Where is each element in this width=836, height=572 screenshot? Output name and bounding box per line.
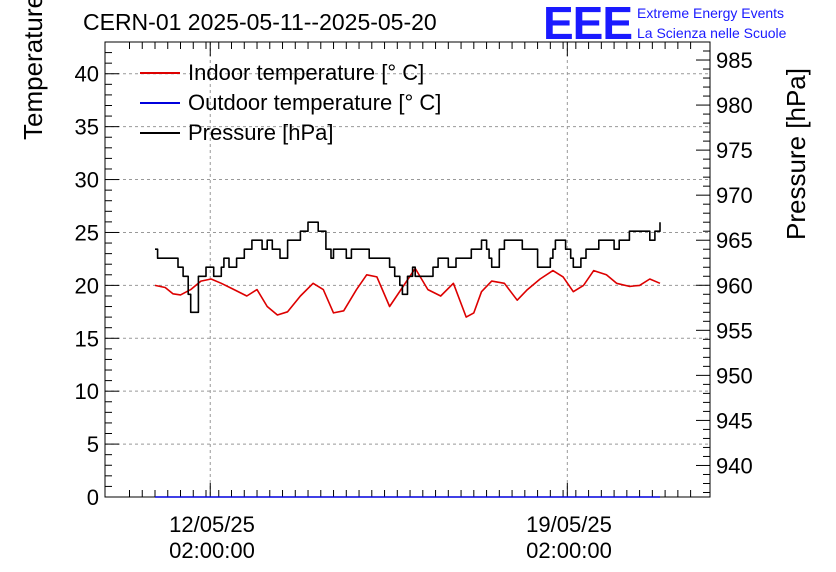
y-tick-label-5: 5 — [87, 432, 99, 457]
legend-label-indoor: Indoor temperature [° C] — [188, 60, 425, 85]
y-tick-label-25: 25 — [75, 220, 99, 245]
y-tick-label-35: 35 — [75, 115, 99, 140]
y2-tick-label-985: 985 — [716, 48, 753, 73]
y2-tick-label-950: 950 — [716, 363, 753, 388]
x-tick-label-1: 12/05/25 02:00:00 — [132, 512, 292, 564]
legend-entry-outdoor: Outdoor temperature [° C] — [140, 90, 441, 116]
y-tick-label-20: 20 — [75, 273, 99, 298]
y-axis-title-left: Temperature [° C] — [18, 0, 48, 140]
y2-tick-label-975: 975 — [716, 138, 753, 163]
x-tick-label-2: 19/05/25 02:00:00 — [489, 512, 649, 564]
logo-line-2: La Scienza nelle Scuole — [637, 25, 787, 41]
y2-tick-label-970: 970 — [716, 183, 753, 208]
x-tick-label-2-time: 02:00:00 — [526, 538, 612, 563]
y-tick-label-0: 0 — [87, 485, 99, 510]
legend-swatch-outdoor — [140, 102, 180, 104]
logo-line-1: Extreme Energy Events — [637, 5, 785, 21]
legend-entry-indoor: Indoor temperature [° C] — [140, 60, 424, 86]
legend-entry-pressure: Pressure [hPa] — [140, 120, 334, 146]
y-axis-title-right: Pressure [hPa] — [781, 68, 811, 240]
x-tick-label-1-time: 02:00:00 — [169, 538, 255, 563]
y-tick-label-40: 40 — [75, 62, 99, 87]
y2-tick-label-940: 940 — [716, 453, 753, 478]
x-tick-label-2-date: 19/05/25 — [526, 512, 612, 537]
eee-logo: EEE — [543, 0, 633, 49]
series-pressure — [155, 221, 661, 314]
axes: 0 5 10 15 20 25 30 35 40 940 945 950 955 960 965 970 975… — [75, 41, 753, 510]
legend-swatch-indoor — [140, 72, 180, 74]
y2-tick-label-960: 960 — [716, 273, 753, 298]
x-tick-label-1-date: 12/05/25 — [169, 512, 255, 537]
legend-label-pressure: Pressure [hPa] — [188, 120, 334, 145]
y2-tick-label-980: 980 — [716, 93, 753, 118]
y-tick-label-15: 15 — [75, 326, 99, 351]
series-group — [154, 221, 661, 498]
chart-title: CERN-01 2025-05-11--2025-05-20 — [83, 9, 437, 35]
y2-tick-label-965: 965 — [716, 228, 753, 253]
legend-swatch-pressure — [140, 132, 180, 134]
y-tick-label-10: 10 — [75, 379, 99, 404]
y2-tick-label-955: 955 — [716, 318, 753, 343]
y2-tick-label-945: 945 — [716, 408, 753, 433]
legend-label-outdoor: Outdoor temperature [° C] — [188, 90, 442, 115]
y-tick-label-30: 30 — [75, 168, 99, 193]
